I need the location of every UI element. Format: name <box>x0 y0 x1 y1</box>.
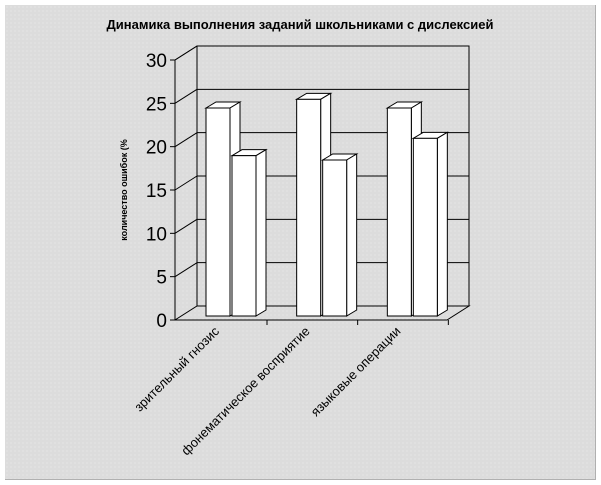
bar-side <box>436 131 448 317</box>
bar-front <box>296 98 322 317</box>
bar-side <box>255 148 267 317</box>
gridline-side <box>174 88 198 104</box>
axes <box>170 59 449 325</box>
gridline-side <box>174 262 198 278</box>
y-tick-label: 5 <box>156 268 167 289</box>
bar-front <box>205 107 231 317</box>
y-tick-label: 20 <box>146 138 167 159</box>
bar-1-series-2 <box>230 148 268 317</box>
gridline-side <box>174 175 198 191</box>
bar-2-series-1 <box>294 92 333 317</box>
bar-front <box>322 159 348 317</box>
chart-title: Динамика выполнения заданий школьниками … <box>107 17 494 32</box>
y-tick-label: 30 <box>146 51 167 72</box>
bar-side <box>346 153 358 317</box>
bar-front <box>412 137 438 317</box>
y-tick-label: 15 <box>146 181 167 202</box>
y-tick-label: 25 <box>146 94 167 115</box>
bars <box>204 92 450 317</box>
y-tick-label: 0 <box>156 311 167 332</box>
gridline-side <box>174 45 198 61</box>
bar-front <box>386 107 412 317</box>
bar-2-series-2 <box>320 153 359 317</box>
bar-3-series-2 <box>411 131 450 317</box>
y-tick-label: 10 <box>146 224 167 245</box>
bar-chart: Динамика выполнения заданий школьниками … <box>107 17 494 458</box>
gridline-side <box>174 132 198 148</box>
x-category-label: языковые операции <box>308 324 404 420</box>
x-category-label: зрительный гнозис <box>131 323 222 414</box>
chart-area: Динамика выполнения заданий школьниками … <box>5 5 596 480</box>
y-axis-label: количество ошибок (% <box>119 139 129 240</box>
y-tick-labels: 0 5 10 15 20 25 30 <box>146 51 167 332</box>
gridline-side <box>174 218 198 234</box>
bar-front <box>231 155 257 317</box>
